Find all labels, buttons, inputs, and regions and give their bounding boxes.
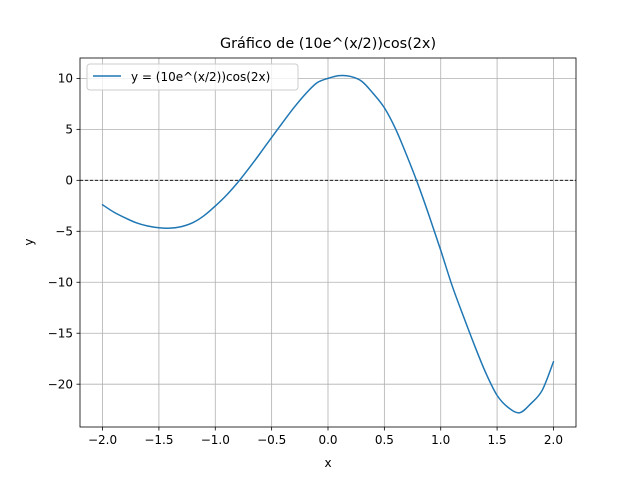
- data-point: [506, 406, 510, 410]
- data-point: [473, 343, 477, 347]
- data-point: [405, 154, 409, 158]
- x-tick-label: 1.0: [431, 433, 450, 447]
- data-point: [360, 79, 364, 83]
- data-point: [371, 91, 375, 95]
- data-point: [416, 183, 420, 187]
- y-tick-label: 10: [58, 72, 73, 86]
- x-tick-label: −2.0: [88, 433, 117, 447]
- data-point: [484, 371, 488, 375]
- data-point: [382, 106, 386, 110]
- data-point: [225, 193, 229, 197]
- data-point: [134, 221, 138, 225]
- y-axis-label: y: [22, 238, 36, 245]
- data-point: [394, 127, 398, 131]
- data-point: [292, 105, 296, 109]
- data-point: [303, 92, 307, 96]
- data-point: [191, 221, 195, 225]
- legend-label: y = (10e^(x/2))cos(2x): [131, 70, 270, 84]
- data-point: [315, 81, 319, 85]
- data-point: [247, 166, 251, 170]
- y-tick-label: −20: [48, 377, 73, 391]
- data-point: [146, 224, 150, 228]
- data-point: [540, 388, 544, 392]
- x-tick-label: −1.5: [144, 433, 173, 447]
- x-tick-label: −0.5: [257, 433, 286, 447]
- data-point: [236, 180, 240, 184]
- x-axis-label: x: [324, 456, 331, 470]
- x-tick-label: 0.0: [318, 433, 337, 447]
- data-point: [529, 402, 533, 406]
- x-tick-label: 0.5: [375, 433, 394, 447]
- x-axis-ticks: −2.0 −1.5 −1.0 −0.5 0.0 0.5 1.0 1.5 2.0: [88, 427, 563, 447]
- data-point: [281, 120, 285, 124]
- y-tick-label: 0: [65, 174, 73, 188]
- data-point: [551, 360, 555, 364]
- x-tick-label: −1.0: [201, 433, 230, 447]
- data-point: [427, 215, 431, 219]
- data-point: [112, 210, 116, 214]
- data-point: [123, 216, 127, 220]
- data-point: [326, 76, 330, 80]
- data-point: [349, 74, 353, 78]
- y-tick-label: 5: [65, 123, 73, 137]
- data-point: [337, 74, 341, 78]
- series-layer: [101, 74, 555, 415]
- x-tick-label: 2.0: [544, 433, 563, 447]
- legend: y = (10e^(x/2))cos(2x): [86, 63, 299, 91]
- chart-title: Gráfico de (10e^(x/2))cos(2x): [220, 36, 436, 52]
- data-point: [179, 225, 183, 229]
- data-point: [518, 411, 522, 415]
- y-tick-label: −10: [48, 276, 73, 290]
- x-tick-label: 1.5: [488, 433, 507, 447]
- data-point: [270, 135, 274, 139]
- data-point: [461, 314, 465, 318]
- data-point: [213, 204, 217, 208]
- y-tick-label: −5: [55, 225, 73, 239]
- data-point: [101, 203, 105, 207]
- series-line-0: [101, 74, 555, 414]
- data-point: [439, 248, 443, 252]
- data-point: [157, 226, 161, 230]
- data-point: [258, 151, 262, 155]
- data-point: [495, 393, 499, 397]
- data-point: [202, 214, 206, 218]
- legend-box: [86, 63, 299, 91]
- y-tick-label: −15: [48, 327, 73, 341]
- data-point: [168, 226, 172, 230]
- y-axis-ticks: 10 5 0 −5 −10 −15 −20: [48, 72, 80, 391]
- data-point: [450, 283, 454, 287]
